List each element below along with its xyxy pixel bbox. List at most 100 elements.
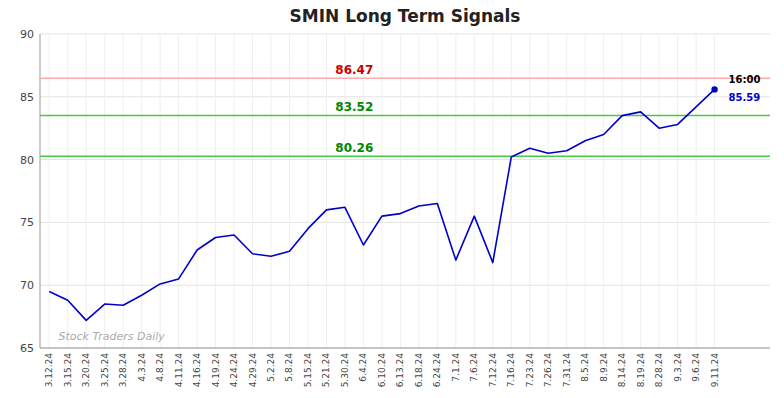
x-grid-line <box>49 34 50 348</box>
x-tick-label: 7.12.24 <box>488 353 498 388</box>
x-tick-label: 9.3.24 <box>673 353 683 382</box>
x-tick-label: 4.16.24 <box>192 353 202 388</box>
x-tick-label: 8.28.24 <box>654 353 664 388</box>
y-tick-label: 70 <box>20 279 34 292</box>
x-tick-label: 6.18.24 <box>414 353 424 388</box>
x-grid-line <box>271 34 272 348</box>
x-tick-label: 7.31.24 <box>562 353 572 388</box>
y-tick-label: 85 <box>20 91 34 104</box>
watermark: Stock Traders Daily <box>58 330 165 343</box>
x-grid-line <box>178 34 179 348</box>
x-grid-line <box>511 34 512 348</box>
x-grid-line <box>418 34 419 348</box>
x-tick-label: 4.3.24 <box>137 353 147 382</box>
y-grid-line <box>40 222 770 223</box>
x-grid-line <box>215 34 216 348</box>
x-tick-label: 4.24.24 <box>229 353 239 388</box>
x-grid-line <box>234 34 235 348</box>
y-axis <box>40 34 41 348</box>
x-tick-label: 5.15.24 <box>303 353 313 388</box>
x-grid-line <box>455 34 456 348</box>
x-grid-line <box>566 34 567 348</box>
x-tick-label: 5.2.24 <box>266 353 276 382</box>
x-grid-line <box>86 34 87 348</box>
x-tick-label: 5.21.24 <box>321 353 331 388</box>
x-tick-label: 8.14.24 <box>617 353 627 388</box>
x-tick-label: 3.12.24 <box>44 353 54 388</box>
x-grid-line <box>141 34 142 348</box>
x-tick-label: 9.11.24 <box>710 353 720 388</box>
x-grid-line <box>714 34 715 348</box>
x-tick-label: 6.4.24 <box>358 353 368 382</box>
signal-label: 80.26 <box>335 141 373 155</box>
y-grid-line <box>40 34 770 35</box>
x-tick-label: 4.29.24 <box>248 353 258 388</box>
x-tick-label: 7.1.24 <box>451 353 461 382</box>
x-grid-line <box>640 34 641 348</box>
plot-area <box>40 78 770 320</box>
x-tick-label: 7.6.24 <box>469 353 479 382</box>
x-tick-label: 8.9.24 <box>599 353 609 382</box>
signal-label: 86.47 <box>335 63 373 77</box>
x-tick-label: 7.23.24 <box>525 353 535 388</box>
x-grid-line <box>363 34 364 348</box>
signal-line <box>40 156 770 158</box>
y-tick-label: 75 <box>20 216 34 229</box>
x-grid-line <box>437 34 438 348</box>
x-tick-label: 7.26.24 <box>543 353 553 388</box>
y-grid-line <box>40 348 770 349</box>
x-tick-label: 3.20.24 <box>81 353 91 388</box>
title: SMIN Long Term Signals <box>290 6 521 26</box>
x-grid-line <box>381 34 382 348</box>
y-grid-line <box>40 159 770 160</box>
x-tick-label: 6.10.24 <box>377 353 387 388</box>
x-grid-line <box>344 34 345 348</box>
signal-line <box>40 115 770 117</box>
x-grid-line <box>659 34 660 348</box>
x-grid-line <box>603 34 604 348</box>
x-tick-label: 3.28.24 <box>118 353 128 388</box>
x-grid-line <box>307 34 308 348</box>
x-grid-line <box>252 34 253 348</box>
x-tick-label: 5.8.24 <box>284 353 294 382</box>
y-tick-label: 65 <box>20 342 34 355</box>
x-grid-line <box>622 34 623 348</box>
signal-line <box>40 78 770 80</box>
y-grid-line <box>40 96 770 97</box>
x-grid-line <box>123 34 124 348</box>
x-tick-label: 3.15.24 <box>63 353 73 388</box>
y-tick-label: 80 <box>20 154 34 167</box>
x-tick-label: 6.13.24 <box>395 353 405 388</box>
grid <box>40 34 770 348</box>
x-tick-label: 3.25.24 <box>100 353 110 388</box>
x-grid-line <box>677 34 678 348</box>
x-grid-line <box>548 34 549 348</box>
x-tick-label: 8.5.24 <box>580 353 590 382</box>
x-tick-label: 4.19.24 <box>211 353 221 388</box>
y-tick-label: 90 <box>20 28 34 41</box>
signal-label: 83.52 <box>335 100 373 114</box>
x-tick-label: 4.11.24 <box>174 353 184 388</box>
x-tick-label: 4.8.24 <box>155 353 165 382</box>
y-grid-line <box>40 285 770 286</box>
x-grid-line <box>326 34 327 348</box>
x-axis <box>40 348 770 349</box>
x-grid-line <box>474 34 475 348</box>
x-grid-line <box>400 34 401 348</box>
x-tick-label: 9.6.24 <box>691 353 701 382</box>
x-tick-label: 7.16.24 <box>506 353 516 388</box>
last-time: 16:00 <box>729 74 761 85</box>
x-grid-line <box>696 34 697 348</box>
last-point <box>711 86 717 92</box>
chart: SMIN Long Term Signals 65 70 75 80 85 90 3.12.2… <box>0 0 784 398</box>
x-grid-line <box>160 34 161 348</box>
x-tick-label: 8.19.24 <box>636 353 646 388</box>
price-line <box>49 89 714 320</box>
x-tick-label: 5.30.24 <box>340 353 350 388</box>
x-grid-line <box>529 34 530 348</box>
x-grid-line <box>104 34 105 348</box>
x-grid-line <box>585 34 586 348</box>
x-grid-line <box>289 34 290 348</box>
x-tick-label: 6.24.24 <box>432 353 442 388</box>
last-price-label: 85.59 <box>729 92 761 103</box>
